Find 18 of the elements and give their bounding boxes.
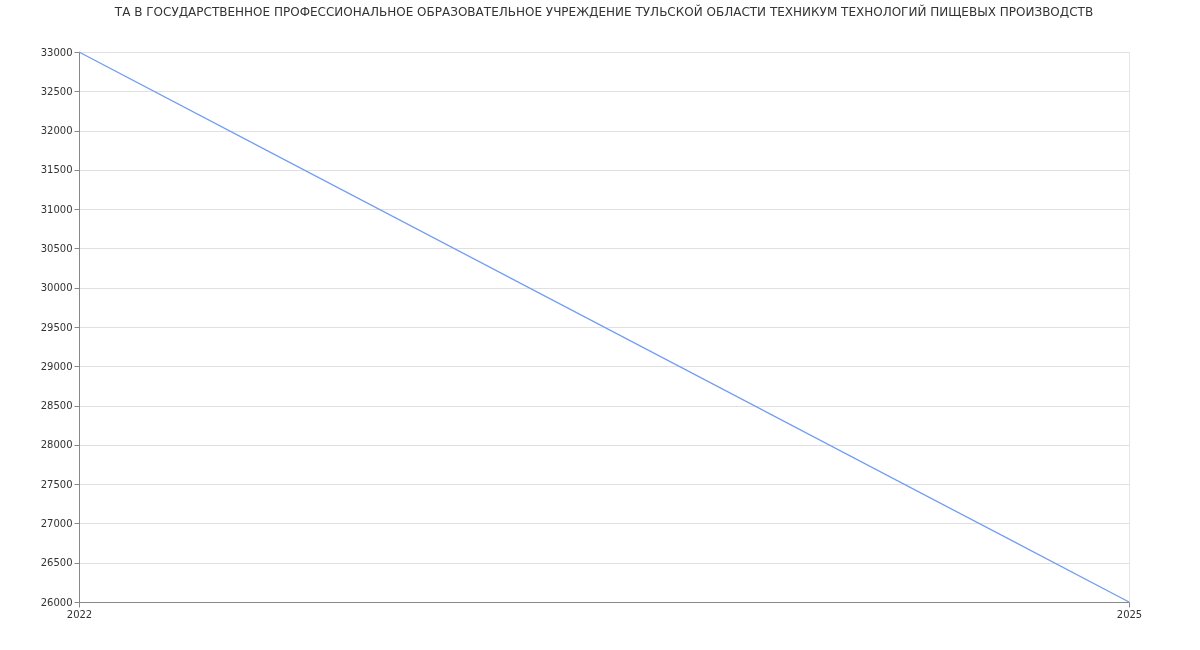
y-tick-label: 32000 bbox=[40, 125, 73, 137]
y-tick-label: 33000 bbox=[40, 46, 73, 58]
y-tick-label: 28500 bbox=[40, 400, 73, 412]
y-tick-label: 29500 bbox=[40, 321, 73, 333]
y-tick-label: 31500 bbox=[40, 164, 73, 176]
x-tick-label: 2022 bbox=[66, 608, 93, 620]
y-tick-label: 31000 bbox=[40, 203, 73, 215]
y-tick-label: 30500 bbox=[40, 242, 73, 254]
y-tick-label: 28000 bbox=[40, 439, 73, 451]
y-tick-label: 26500 bbox=[40, 557, 73, 569]
y-tick-label: 26000 bbox=[40, 596, 73, 608]
chart-title: ТА В ГОСУДАРСТВЕННОЕ ПРОФЕССИОНАЛЬНОЕ ОБРАЗОВАТЕЛЬНОЕ УЧРЕЖДЕНИЕ ТУЛЬСКОЙ ОБЛАСТИ ТЕХНИКУМ ТЕХНОЛОГИЙ ПИЩЕВЫХ ПРОИЗВОДСТВ bbox=[113, 4, 1094, 19]
y-tick-label: 30000 bbox=[40, 282, 73, 294]
y-tick-label: 29000 bbox=[40, 360, 73, 372]
y-tick-label: 32500 bbox=[40, 85, 73, 97]
y-tick-label: 27500 bbox=[40, 478, 73, 490]
x-tick-label: 2025 bbox=[1116, 608, 1143, 620]
y-tick-label: 27000 bbox=[40, 517, 73, 529]
